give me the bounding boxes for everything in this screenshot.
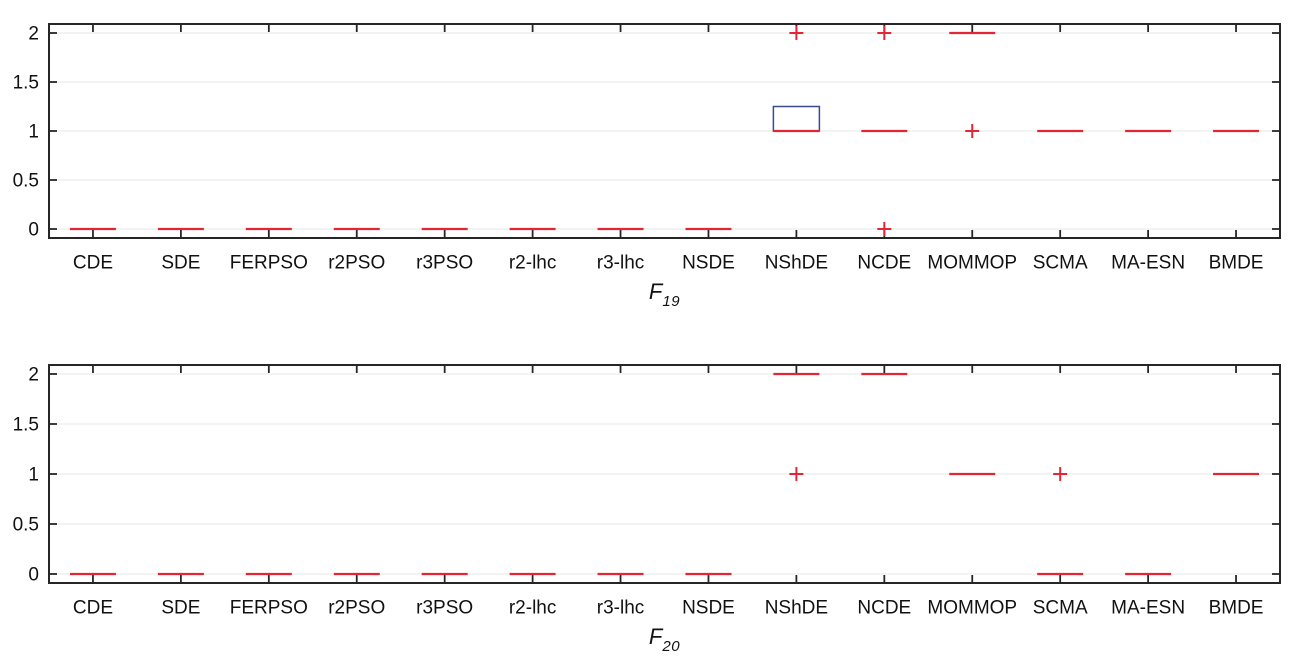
x-tick-label: NShDE bbox=[765, 253, 828, 274]
y-tick-label: 2 bbox=[28, 24, 39, 45]
x-tick-label: MA-ESN bbox=[1111, 598, 1185, 619]
x-tick-label: NShDE bbox=[765, 598, 828, 619]
y-tick-label: 1.5 bbox=[13, 415, 39, 436]
x-tick-label: r2-lhc bbox=[509, 253, 557, 274]
xlabel-f20-base: F bbox=[648, 624, 663, 649]
y-tick-label: 0.5 bbox=[13, 171, 39, 192]
x-tick-label: FERPSO bbox=[230, 253, 308, 274]
x-tick-label: r2-lhc bbox=[509, 598, 557, 619]
y-tick-label: 0 bbox=[28, 565, 39, 586]
x-tick-label: CDE bbox=[73, 253, 113, 274]
x-tick-label: SCMA bbox=[1033, 598, 1088, 619]
x-tick-label: r3PSO bbox=[416, 598, 473, 619]
x-tick-label: SDE bbox=[161, 253, 200, 274]
x-tick-label: r2PSO bbox=[328, 253, 385, 274]
y-tick-label: 0 bbox=[28, 220, 39, 241]
xlabel-f19-sub: 19 bbox=[662, 293, 681, 310]
y-tick-label: 1 bbox=[28, 465, 39, 486]
x-tick-label: FERPSO bbox=[230, 598, 308, 619]
x-tick-label: r3-lhc bbox=[597, 598, 645, 619]
x-tick-label: CDE bbox=[73, 598, 113, 619]
y-tick-label: 1.5 bbox=[13, 73, 39, 94]
y-tick-label: 0.5 bbox=[13, 515, 39, 536]
x-tick-label: BMDE bbox=[1209, 253, 1264, 274]
xlabel-f20-sub: 20 bbox=[662, 638, 681, 655]
x-tick-label: MOMMOP bbox=[927, 598, 1017, 619]
box bbox=[772, 105, 821, 132]
x-tick-label: r3PSO bbox=[416, 253, 473, 274]
xlabel-f20: F20 bbox=[49, 624, 1280, 655]
x-tick-label: NCDE bbox=[857, 598, 911, 619]
x-tick-label: MOMMOP bbox=[927, 253, 1017, 274]
x-tick-label: SDE bbox=[161, 598, 200, 619]
y-tick-label: 1 bbox=[28, 122, 39, 143]
x-tick-label: NSDE bbox=[682, 598, 735, 619]
y-tick-label: 2 bbox=[28, 365, 39, 386]
xlabel-f19: F19 bbox=[49, 279, 1280, 310]
x-tick-label: SCMA bbox=[1033, 253, 1088, 274]
x-tick-label: BMDE bbox=[1209, 598, 1264, 619]
x-tick-label: NCDE bbox=[857, 253, 911, 274]
x-tick-label: NSDE bbox=[682, 253, 735, 274]
x-tick-label: MA-ESN bbox=[1111, 253, 1185, 274]
xlabel-f19-base: F bbox=[648, 279, 663, 304]
x-tick-label: r2PSO bbox=[328, 598, 385, 619]
x-tick-label: r3-lhc bbox=[597, 253, 645, 274]
